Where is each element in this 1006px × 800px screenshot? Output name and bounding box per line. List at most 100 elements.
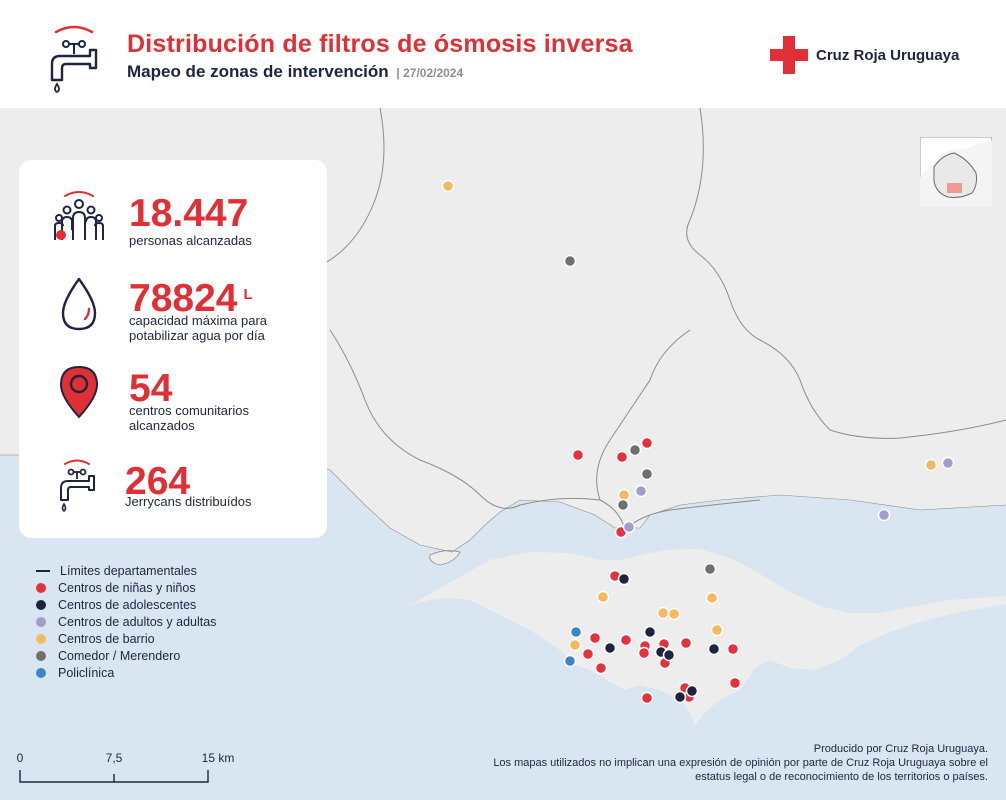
legend-item: Centros de barrio [36,630,286,647]
stat-value: 18.447 [129,192,249,235]
page-title: Distribución de filtros de ósmosis inver… [127,30,633,58]
water-drop-icon [61,277,97,331]
legend-dot [36,667,46,678]
map-point-centro-ninas-ninos [581,647,595,661]
map-point-centro-barrio [710,623,724,637]
map-point-centro-ninas-ninos [728,676,742,690]
stat-jerrycans: 264 Jerrycans distribuídos [19,458,327,518]
legend-dot [36,633,46,644]
map-point-centro-ninas-ninos [640,691,654,705]
org-logo-text: Cruz Roja Uruguaya [816,46,960,64]
credits-line: Producido por Cruz Roja Uruguaya. [813,743,988,755]
stat-centers: 54 centros comunitarios alcanzados [19,365,327,435]
map-point-centro-adultos [622,520,636,534]
boundary-line-icon [36,569,50,572]
legend-dot [36,582,46,593]
org-logo: Cruz Roja Uruguaya [770,36,959,74]
stat-capacity: 78824 L capacidad máxima para potabilizar… [19,275,327,345]
map-point-centro-ninas-ninos [588,631,602,645]
people-icon [54,191,104,240]
map-point-centro-barrio [656,606,670,620]
map-point-centro-barrio [441,179,455,193]
map-point-centro-ninas-ninos [571,448,585,462]
map-point-comedor [703,562,717,576]
stat-label: personas alcanzadas [129,233,252,248]
red-cross-icon [770,36,808,74]
subtitle-text: Mapeo de zonas de intervención [127,62,389,81]
legend-item: Comedor / Merendero [36,647,286,664]
map-point-centro-ninas-ninos [679,636,693,650]
disclaimer: Los mapas utilizados no implican una exp… [493,757,988,783]
map-point-centro-adolescentes [662,648,676,662]
map-point-centro-adolescentes [707,642,721,656]
peninsula-land [410,549,1006,725]
stat-people: 18.447 personas alcanzadas [19,190,327,260]
map-point-comedor [640,467,654,481]
map-point-centro-barrio [924,458,938,472]
map-point-centro-barrio [596,590,610,604]
scale-tick-label: 7,5 [106,751,123,765]
map-point-centro-adolescentes [643,625,657,639]
page-subtitle: Mapeo de zonas de intervención | 27/02/2… [127,62,463,82]
legend-label: Centros de adultos y adultas [58,614,217,629]
legend-label: Centros de niñas y niños [58,580,196,595]
legend-item: Centros de adultos y adultas [36,613,286,630]
map-point-comedor [563,254,577,268]
stat-value: 78824 L [129,279,253,318]
legend-item-boundary: Límites departamentales [36,562,286,579]
legend-label: Comedor / Merendero [58,648,181,663]
stat-label: capacidad máxima para potabilizar agua p… [129,313,268,343]
map-pin-icon [59,365,99,419]
stat-value-unit: L [243,286,253,303]
stat-value: 264 [125,460,191,503]
map-point-policlinica [569,625,583,639]
map-point-comedor [616,498,630,512]
map-point-centro-adultos [634,484,648,498]
faucet-icon [60,459,95,512]
map-point-centro-adultos [877,508,891,522]
map-point-centro-ninas-ninos [594,661,608,675]
map-point-centro-ninas-ninos [726,642,740,656]
legend-dot [36,616,46,627]
credits: Producido por Cruz Roja Uruguaya. Los ma… [468,742,988,784]
scale-bar: 0 7,5 15 km [17,751,235,783]
map-point-centro-barrio [667,607,681,621]
map-point-policlinica [563,654,577,668]
map-point-centro-adolescentes [685,684,699,698]
legend-label: Límites departamentales [60,563,197,578]
map-point-centro-ninas-ninos [619,633,633,647]
map-point-centro-ninas-ninos [615,450,629,464]
legend-label: Policlínica [58,665,115,680]
scale-tick-label: 15 km [202,751,235,765]
map-point-centro-ninas-ninos [640,436,654,450]
legend-dot [36,599,46,610]
map-point-centro-adultos [941,456,955,470]
department-boundaries [289,108,1006,531]
map-point-centro-ninas-ninos [637,646,651,660]
map-point-centro-barrio [568,638,582,652]
legend: Límites departamentales Centros de niñas… [36,562,286,681]
inset-locator-map [920,137,992,207]
map-point-centro-adolescentes [617,572,631,586]
legend-dot [36,650,46,661]
map-point-comedor [628,443,642,457]
legend-item: Centros de adolescentes [36,596,286,613]
header: Distribución de filtros de ósmosis inver… [0,0,1006,108]
legend-item: Policlínica [36,664,286,681]
stat-value-number: 78824 [129,277,238,320]
map-points [441,179,955,705]
scale-tick-label: 0 [17,751,24,765]
faucet-icon [50,25,98,94]
map-point-centro-adolescentes [673,690,687,704]
map-point-centro-adolescentes [603,641,617,655]
map-point-centro-barrio [705,591,719,605]
legend-label: Centros de adolescentes [58,597,197,612]
stat-label: centros comunitarios alcanzados [129,403,249,433]
date-label: | 27/02/2024 [396,66,464,80]
stat-label: Jerrycans distribuídos [125,494,252,509]
stat-value: 54 [129,367,173,410]
water-area [0,455,1006,800]
stats-panel: 18.447 personas alcanzadas 78824 L capaci… [19,160,327,538]
legend-item: Centros de niñas y niños [36,579,286,596]
legend-label: Centros de barrio [58,631,155,646]
